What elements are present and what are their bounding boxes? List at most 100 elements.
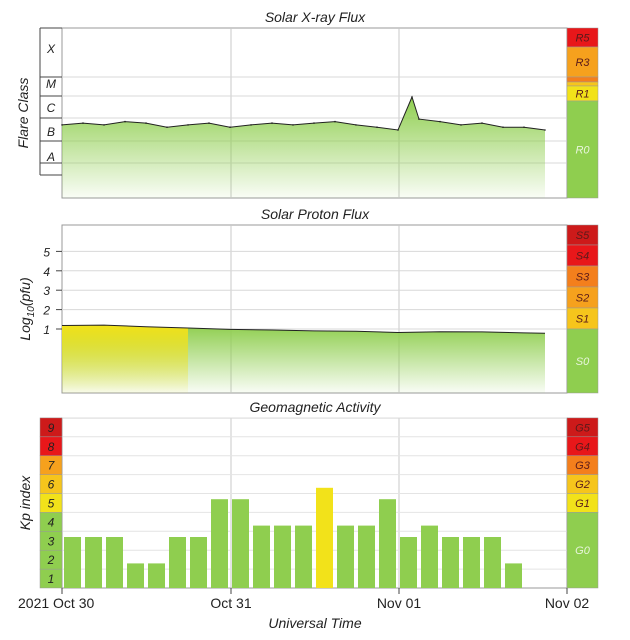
kp-bar — [379, 499, 396, 588]
proton-ylabel-main: Log — [17, 317, 33, 341]
kp-bar — [232, 499, 249, 588]
xray-flux-point — [292, 124, 294, 126]
kp-bar — [484, 537, 501, 588]
xray-flux-point — [229, 126, 231, 128]
proton-tick-label-5: 5 — [43, 245, 50, 259]
kp-bar — [148, 563, 165, 588]
proton-tick-label-3: 3 — [43, 284, 50, 298]
xray-flux-point — [166, 126, 168, 128]
kp-bar — [274, 525, 291, 588]
scale-label-s1: S1 — [576, 314, 589, 326]
kp-title: Geomagnetic Activity — [250, 399, 382, 415]
xray-flux-point — [460, 124, 462, 126]
scale-cell-r3 — [566, 46, 599, 78]
scale-cell- — [566, 76, 599, 83]
kp-index-axis: 1 2 3 4 5 6 7 8 9 — [39, 417, 63, 589]
kp-bar — [190, 537, 207, 588]
scale-label-s2: S2 — [576, 293, 589, 305]
xray-flux-point — [376, 126, 378, 128]
scale-label-s3: S3 — [576, 272, 590, 284]
scale-label-g5: G5 — [575, 422, 591, 434]
xray-flux-point — [544, 129, 546, 131]
kp-ylabel: Kp index — [17, 475, 33, 530]
xray-flux-series — [61, 95, 546, 198]
class-label-x: X — [46, 42, 56, 56]
xray-flux-point — [61, 124, 63, 126]
xray-flux-point — [103, 124, 105, 126]
xray-flux-point — [502, 126, 504, 128]
kp-bar — [400, 537, 417, 588]
kp-bar — [85, 537, 102, 588]
kp-tick-label-6: 6 — [48, 478, 55, 492]
time-axis: 2021 Oct 30 Oct 31 Nov 01 Nov 02 — [18, 588, 589, 611]
kp-tick-label-9: 9 — [48, 421, 55, 435]
kp-tick-label-7: 7 — [48, 459, 56, 473]
scale-cell-s0 — [566, 328, 599, 394]
xray-flux-point — [523, 126, 525, 128]
kp-bar — [358, 525, 375, 588]
kp-bar — [421, 525, 438, 588]
kp-tick-label-1: 1 — [48, 572, 55, 586]
kp-bar — [253, 525, 270, 588]
time-tick-label-0: 2021 Oct 30 — [18, 595, 94, 611]
proton-title: Solar Proton Flux — [261, 206, 370, 222]
kp-bar — [169, 537, 186, 588]
class-label-a: A — [46, 150, 55, 164]
xray-flux-point — [271, 122, 273, 124]
xray-flux-point — [124, 120, 126, 123]
kp-tick-label-5: 5 — [48, 497, 55, 511]
proton-log-axis: 1 2 3 4 5 — [42, 245, 62, 337]
scale-cell-r0 — [566, 100, 599, 199]
class-label-c: C — [47, 101, 56, 115]
kp-tick-label-8: 8 — [48, 440, 55, 454]
kp-gridlines — [62, 417, 567, 588]
proton-flux-line — [61, 324, 546, 334]
proton-ylabel-tail: (pfu) — [17, 277, 33, 306]
class-label-b: B — [47, 125, 55, 139]
scale-label-g4: G4 — [575, 441, 590, 453]
scale-label-g3: G3 — [575, 460, 591, 472]
scale-label-s0: S0 — [576, 356, 590, 368]
proton-ylabel-sub: 10 — [26, 306, 37, 318]
proton-flux-area-elevated — [62, 325, 188, 393]
xray-flux-point — [334, 120, 336, 123]
kp-bar — [337, 525, 354, 588]
time-tick-label-1: Oct 31 — [210, 595, 251, 611]
kp-tick-label-4: 4 — [48, 515, 55, 529]
scale-label-r0: R0 — [575, 145, 590, 157]
proton-flux-series — [61, 324, 546, 393]
proton-tick-label-4: 4 — [43, 265, 50, 279]
xray-flux-point — [145, 122, 147, 124]
time-tick-label-2: Nov 01 — [377, 595, 422, 611]
scale-label-r3: R3 — [575, 57, 590, 69]
scale-cell- — [566, 81, 599, 87]
proton-tick-label-2: 2 — [42, 304, 50, 318]
xray-flux-point — [313, 122, 315, 124]
xray-flux-point — [439, 120, 441, 123]
scale-cell-g0 — [566, 512, 599, 589]
kp-tick-label-2: 2 — [47, 553, 55, 567]
class-label-m: M — [46, 77, 56, 91]
kp-bar — [106, 537, 123, 588]
kp-bars — [64, 487, 522, 588]
kp-bar — [463, 537, 480, 588]
xray-ylabel: Flare Class — [15, 78, 31, 149]
kp-axis-cell-9 — [39, 417, 63, 438]
scale-label-r1: R1 — [575, 89, 589, 101]
kp-bar — [127, 563, 144, 588]
xray-flux-point — [208, 122, 210, 124]
xray-flux-point — [250, 124, 252, 126]
scale-label-r5: R5 — [575, 33, 590, 45]
xray-radio-blackout-scale: R5 R3 R1 R0 — [566, 27, 599, 199]
xray-flux-point — [481, 122, 483, 124]
kp-bar — [211, 499, 228, 588]
kp-geomagnetic-scale: G5 G4 G3 G2 G1 G0 — [566, 417, 599, 589]
xray-flux-area — [62, 97, 545, 198]
scale-label-g0: G0 — [575, 545, 591, 557]
scale-label-g2: G2 — [575, 479, 590, 491]
kp-bar — [295, 525, 312, 588]
xray-flux-point — [397, 129, 399, 131]
scale-label-s5: S5 — [576, 230, 590, 242]
